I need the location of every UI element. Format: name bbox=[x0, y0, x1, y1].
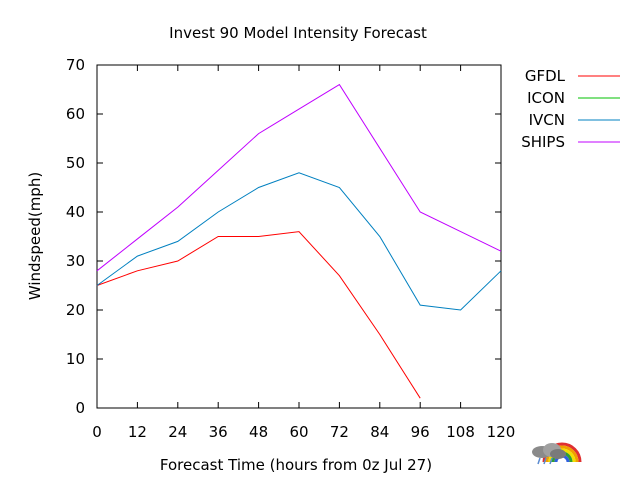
x-tick-label: 120 bbox=[487, 423, 516, 441]
x-axis-ticks: 0 12 24 36 48 60 72 84 96 108 120 bbox=[92, 65, 515, 441]
series-line-ships bbox=[96, 83, 502, 272]
x-tick-label: 0 bbox=[92, 423, 102, 441]
x-tick-label: 12 bbox=[128, 423, 147, 441]
x-tick-label: 84 bbox=[370, 423, 389, 441]
x-tick-label: 60 bbox=[289, 423, 308, 441]
y-tick-label: 60 bbox=[66, 105, 85, 123]
chart-title: Invest 90 Model Intensity Forecast bbox=[169, 24, 427, 42]
y-tick-label: 40 bbox=[66, 203, 85, 221]
legend-label-ships: SHIPS bbox=[521, 133, 565, 151]
x-tick-label: 72 bbox=[330, 423, 349, 441]
series-lines bbox=[96, 83, 502, 399]
legend-label-gfdl: GFDL bbox=[525, 67, 566, 85]
y-tick-label: 0 bbox=[75, 399, 85, 417]
x-tick-label: 48 bbox=[249, 423, 268, 441]
y-tick-label: 10 bbox=[66, 350, 85, 368]
series-line-ivcn bbox=[96, 172, 502, 311]
x-tick-label: 108 bbox=[446, 423, 475, 441]
x-axis-label: Forecast Time (hours from 0z Jul 27) bbox=[160, 456, 432, 474]
legend: GFDL ICON IVCN SHIPS bbox=[521, 67, 620, 151]
x-tick-label: 36 bbox=[209, 423, 228, 441]
legend-label-icon: ICON bbox=[527, 89, 565, 107]
y-axis-ticks: 0 10 20 30 40 50 60 70 bbox=[66, 56, 501, 417]
y-tick-label: 50 bbox=[66, 154, 85, 172]
legend-label-ivcn: IVCN bbox=[529, 111, 565, 129]
series-line-gfdl bbox=[96, 231, 421, 399]
y-tick-label: 70 bbox=[66, 56, 85, 74]
x-tick-label: 24 bbox=[168, 423, 187, 441]
x-tick-label: 96 bbox=[411, 423, 430, 441]
y-tick-label: 20 bbox=[66, 301, 85, 319]
plot-frame bbox=[96, 64, 502, 409]
y-axis-label: Windspeed(mph) bbox=[26, 172, 44, 300]
storm-cloud-rainbow-icon bbox=[532, 442, 582, 465]
y-tick-label: 30 bbox=[66, 252, 85, 270]
